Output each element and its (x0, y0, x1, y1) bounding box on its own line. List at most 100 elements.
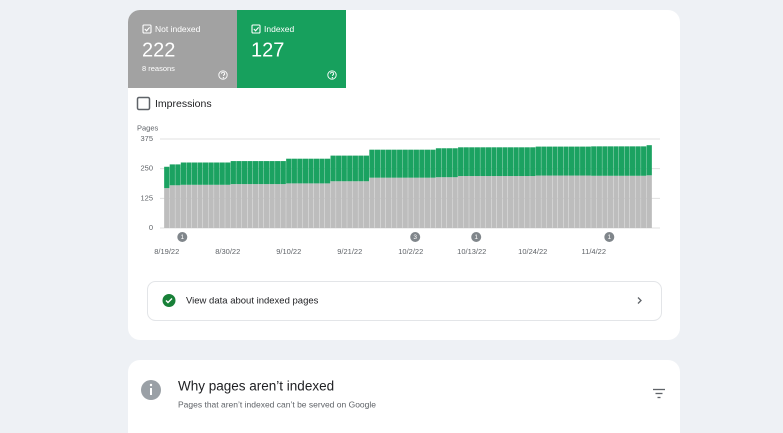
x-tick-label: 9/10/22 (276, 247, 301, 256)
bar-segment (374, 177, 381, 228)
annotation-label: 3 (413, 234, 417, 241)
bar-segment (214, 184, 220, 228)
bar-segment (302, 158, 309, 184)
info-icon-dot (149, 383, 153, 387)
section-subtitle: Pages that aren’t indexed can’t be serve… (178, 399, 376, 409)
bar-segment (602, 175, 608, 228)
bar-segment (463, 176, 469, 228)
bar-segment (197, 162, 203, 185)
bar-segment (524, 176, 530, 228)
bar-segment (502, 147, 508, 177)
bar-segment (613, 146, 619, 176)
help-icon[interactable] (218, 70, 337, 80)
y-tick-label: 0 (149, 223, 153, 232)
bar-segment (507, 176, 514, 228)
y-tick-label: 125 (140, 193, 153, 202)
bar-segment (441, 177, 447, 228)
bar-segment (452, 177, 458, 228)
bar-segment (230, 161, 236, 185)
bar-segment (352, 155, 358, 182)
bar-segment (646, 145, 652, 176)
bar-segment (308, 183, 314, 228)
bar-segment (252, 161, 259, 185)
tile-value: 222 (142, 39, 175, 61)
impressions-checkbox[interactable] (136, 96, 151, 111)
bar-segment (291, 183, 297, 228)
bar-segment (568, 175, 575, 228)
bar-segment (286, 158, 292, 184)
bar-segment (269, 184, 275, 228)
bar-segment (574, 175, 580, 228)
impressions-label[interactable]: Impressions (155, 98, 212, 110)
bar-segment (330, 181, 336, 228)
bar-segment (397, 149, 403, 178)
bar-segment (585, 175, 591, 228)
annotation-label: 1 (180, 234, 184, 241)
not-indexed-tile[interactable] (128, 10, 237, 88)
bar-segment (485, 176, 492, 228)
bar-segment (186, 162, 192, 185)
chevron[interactable] (637, 297, 642, 304)
bar-segment (269, 161, 275, 185)
bar-segment (641, 175, 647, 228)
bar-segment (546, 146, 553, 176)
bar-segment (474, 147, 480, 177)
bar-segment (408, 177, 414, 228)
bar-segment (646, 175, 652, 228)
bar-segment (374, 149, 381, 178)
bar-segment (258, 161, 264, 185)
bar-segment (219, 162, 225, 185)
info-icon-stem (150, 388, 152, 395)
bar-segment (430, 177, 436, 228)
annotation-marker (471, 232, 482, 242)
bar-segment (369, 149, 375, 178)
bar-segment (263, 161, 270, 185)
bar-segment (319, 158, 325, 184)
bar-segment (197, 184, 203, 228)
bar-segment (635, 146, 641, 176)
bar-segment (413, 177, 419, 228)
bar-segment (225, 162, 231, 185)
bar-segment (341, 155, 347, 182)
bar-segment (552, 146, 558, 176)
bar-segment (280, 161, 286, 185)
bar-segment (530, 176, 536, 228)
bar-segment (402, 177, 408, 228)
bar-segment (596, 175, 602, 228)
bar-segment (275, 161, 281, 185)
bar-segment (607, 146, 614, 176)
bar-segment (496, 176, 503, 228)
bar-segment (591, 146, 597, 176)
link-row[interactable] (147, 281, 662, 321)
link-text[interactable]: View data about indexed pages (186, 296, 319, 307)
bar-segment (225, 184, 231, 228)
bar-segment (241, 184, 248, 228)
annotation-marker (410, 232, 421, 242)
check-mark (165, 298, 173, 304)
bar-segment (552, 175, 558, 228)
bar-segment (347, 155, 353, 182)
x-tick-label: 11/4/22 (582, 247, 606, 256)
bar-segment (236, 184, 242, 228)
x-tick-label: 8/19/22 (154, 247, 179, 256)
filter-icon[interactable] (653, 388, 665, 399)
bar-segment (580, 175, 586, 228)
bar-segment (557, 175, 564, 228)
x-tick-label: 8/30/22 (215, 247, 240, 256)
bar-segment (341, 181, 347, 228)
section-title: Why pages aren’t indexed (178, 379, 334, 394)
bar-segment (568, 146, 575, 176)
bar-segment (164, 166, 170, 189)
y-tick-label: 375 (140, 134, 153, 143)
bar-segment (358, 155, 364, 182)
chart: 0 125 250 375 8/19/22 8/30/22 9/10/22 9/21/22 10… (140, 134, 660, 256)
check-icon (162, 294, 176, 307)
y-tick-label: 250 (140, 164, 153, 173)
bar-segment (485, 147, 492, 177)
bar-segment (563, 146, 569, 176)
bar-segment (413, 149, 419, 178)
bar-segment (313, 183, 320, 228)
bar-segment (380, 177, 386, 228)
card (128, 360, 680, 433)
